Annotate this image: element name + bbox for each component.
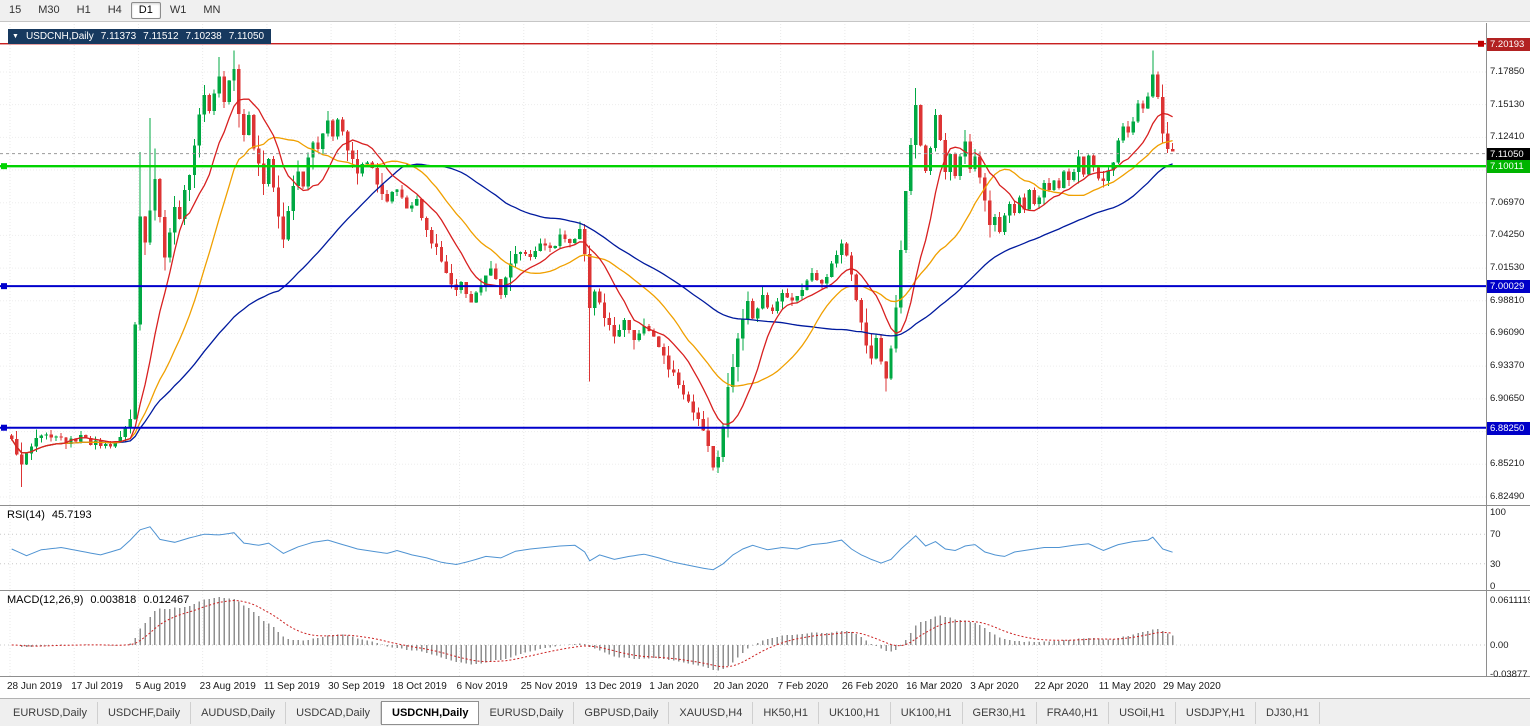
macd-indicator-label: MACD(12,26,9) 0.003818 0.012467 <box>7 594 189 606</box>
date-axis-label: 1 Jan 2020 <box>649 681 699 692</box>
price-axis-label: 7.17850 <box>1490 65 1525 77</box>
price-axis-label: 7.01530 <box>1490 262 1525 274</box>
support-blue-price-box-2: 6.88250 <box>1487 421 1530 435</box>
chart-tab[interactable]: FRA40,H1 <box>1037 701 1110 724</box>
support-line-green[interactable] <box>0 163 1486 170</box>
chart-tab[interactable]: USDJPY,H1 <box>1176 701 1257 724</box>
price-axis-label: 7.15130 <box>1490 98 1525 110</box>
chart-tab[interactable]: UK100,H1 <box>819 701 891 724</box>
period-button-mn[interactable]: MN <box>203 4 221 16</box>
ma-line-ma-slow <box>11 163 1173 454</box>
price-axis-label: 7.04250 <box>1490 229 1525 241</box>
rsi-axis-label: 0 <box>1490 581 1496 592</box>
chart-tab[interactable]: XAUUSD,H4 <box>669 701 754 724</box>
chart-tab[interactable]: GBPUSD,Daily <box>574 701 670 724</box>
chart-tab[interactable]: USDCAD,Daily <box>286 701 382 724</box>
chart-tab[interactable]: GER30,H1 <box>963 701 1037 724</box>
date-axis-label: 28 Jun 2019 <box>7 681 63 692</box>
ma-line-ma-fast <box>11 98 1173 454</box>
rsi-axis-label: 100 <box>1490 507 1506 518</box>
chart-tab[interactable]: DJ30,H1 <box>1256 701 1320 724</box>
date-axis-label: 11 May 2020 <box>1098 681 1156 692</box>
macd-value-1: 0.003818 <box>90 594 137 606</box>
support-line-blue-upper[interactable] <box>0 283 1486 290</box>
macd-signal-line <box>11 599 1173 668</box>
period-button-h1[interactable]: H1 <box>76 4 91 16</box>
date-axis-label: 13 Dec 2019 <box>584 681 642 692</box>
date-axis-label: 7 Feb 2020 <box>777 681 829 692</box>
support-green-price-box: 7.10011 <box>1487 160 1530 174</box>
price-axis-label: 6.98810 <box>1490 294 1525 306</box>
symbol-period-label: USDCNH,Daily <box>25 31 94 42</box>
price-axis-label: 6.96090 <box>1490 327 1525 339</box>
date-axis-label: 5 Aug 2019 <box>135 681 187 692</box>
date-axis-label: 22 Apr 2020 <box>1034 681 1089 692</box>
macd-value-2: 0.012467 <box>143 594 190 606</box>
chart-tab[interactable]: USDCNH,Daily <box>381 700 480 725</box>
macd-name: MACD(12,26,9) <box>7 594 84 606</box>
support-line-blue-lower[interactable] <box>0 424 1486 431</box>
chart-tab[interactable]: HK50,H1 <box>753 701 819 724</box>
price-axis-label: 6.82490 <box>1490 490 1525 502</box>
chart-tab[interactable]: AUDUSD,Daily <box>191 701 287 724</box>
collapse-caret-icon[interactable]: ▼ <box>12 33 19 40</box>
chart-tab[interactable]: USDCHF,Daily <box>98 701 192 724</box>
chart-tab[interactable]: EURUSD,Daily <box>479 701 575 724</box>
chart-title-badge: ▼ USDCNH,Daily 7.11373 7.11512 7.10238 7… <box>8 29 272 44</box>
chart-tab-bar: EURUSD,Daily USDCHF,Daily AUDUSD,Daily USDC… <box>0 698 1530 726</box>
date-axis-label: 30 Sep 2019 <box>328 681 385 692</box>
resistance-price-box: 7.20193 <box>1487 37 1530 51</box>
date-axis-label: 16 Mar 2020 <box>906 681 963 692</box>
rsi-axis-label: 30 <box>1490 558 1501 570</box>
date-axis-label: 11 Sep 2019 <box>263 681 320 692</box>
period-button-d1[interactable]: D1 <box>130 2 161 19</box>
bid-price-box: 7.11050 <box>1487 147 1530 161</box>
date-axis-label: 23 Aug 2019 <box>199 681 256 692</box>
macd-axis-label: -0.03877 <box>1490 668 1528 680</box>
macd-axis-label: 0.00 <box>1490 640 1509 651</box>
price-axis-label: 6.93370 <box>1490 360 1525 372</box>
rsi-value: 45.7193 <box>51 509 92 521</box>
period-toolbar: 15 M30 H1 H4 D1 W1 MN <box>0 0 1530 22</box>
chart-tab[interactable]: UK100,H1 <box>891 701 963 724</box>
period-button-m30[interactable]: M30 <box>38 4 60 16</box>
date-axis-label: 29 May 2020 <box>1162 681 1221 692</box>
date-axis-label: 3 Apr 2020 <box>970 681 1019 692</box>
ohlc-high-value: 7.11512 <box>143 31 179 42</box>
candlestick-series <box>10 50 1175 488</box>
grid <box>0 24 1486 676</box>
chart-tab[interactable]: EURUSD,Daily <box>3 701 98 724</box>
date-axis-label: 6 Nov 2019 <box>456 681 508 692</box>
date-axis-label: 20 Jan 2020 <box>713 681 769 692</box>
period-button-h4[interactable]: H4 <box>107 4 122 16</box>
date-axis-label: 17 Jul 2019 <box>71 681 123 692</box>
support-blue-price-box: 7.00029 <box>1487 280 1530 294</box>
period-button-w1[interactable]: W1 <box>169 4 187 16</box>
chart-tab[interactable]: USOil,H1 <box>1109 701 1176 724</box>
date-axis-label: 26 Feb 2020 <box>841 681 899 692</box>
ma-line-ma-medium <box>11 136 1173 454</box>
rsi-axis-label: 70 <box>1490 529 1501 541</box>
price-axis-label: 7.06970 <box>1490 196 1525 208</box>
price-axis-label: 6.85210 <box>1490 458 1525 470</box>
macd-histogram <box>15 597 1174 671</box>
macd-axis-label: 0.0611119 <box>1490 594 1530 606</box>
period-button-15[interactable]: 15 <box>9 4 22 16</box>
rsi-indicator-label: RSI(14) 45.7193 <box>7 509 92 521</box>
ohlc-close-value: 7.11050 <box>228 31 265 42</box>
ohlc-low-value: 7.10238 <box>185 31 222 42</box>
ohlc-open-value: 7.11373 <box>100 31 137 42</box>
pane-separators <box>0 23 1530 677</box>
rsi-line <box>11 526 1173 571</box>
price-axis-label: 7.12410 <box>1490 131 1525 143</box>
date-axis-label: 18 Oct 2019 <box>392 681 447 692</box>
date-axis-label: 25 Nov 2019 <box>520 681 578 692</box>
price-axis-label: 6.90650 <box>1490 392 1525 404</box>
rsi-name: RSI(14) <box>7 509 45 521</box>
